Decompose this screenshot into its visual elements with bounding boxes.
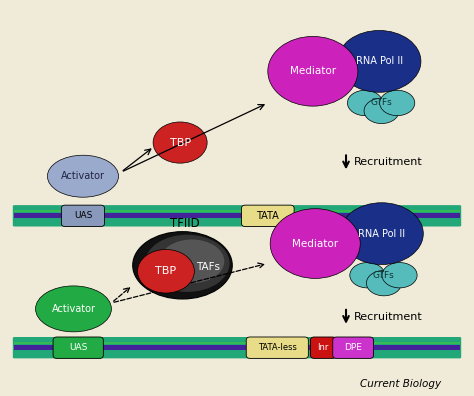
Bar [14,345,460,350]
Ellipse shape [145,235,229,292]
Ellipse shape [382,263,417,288]
Ellipse shape [347,90,383,116]
FancyBboxPatch shape [310,337,336,358]
Text: Inr: Inr [318,343,329,352]
Text: TATA-less: TATA-less [258,343,297,352]
Text: TBP: TBP [155,266,176,276]
Ellipse shape [153,122,207,163]
FancyBboxPatch shape [13,337,461,358]
Ellipse shape [380,90,415,116]
Ellipse shape [270,209,360,278]
Bar [14,213,460,218]
Ellipse shape [364,98,399,124]
Text: RNA Pol II: RNA Pol II [358,228,405,239]
Ellipse shape [137,249,194,293]
Ellipse shape [350,263,385,288]
FancyBboxPatch shape [61,205,104,227]
Text: GTFs: GTFs [370,99,392,107]
FancyBboxPatch shape [246,337,308,358]
FancyBboxPatch shape [13,205,461,227]
Bar [14,210,460,212]
Text: TATA: TATA [256,211,279,221]
Text: Recruitment: Recruitment [354,312,423,322]
Text: UAS: UAS [69,343,87,352]
Text: Activator: Activator [61,171,105,181]
Text: Current Biology: Current Biology [360,379,441,389]
Text: TAFs: TAFs [197,262,220,272]
Text: UAS: UAS [74,211,92,220]
Ellipse shape [133,232,232,299]
Text: Mediator: Mediator [292,238,338,249]
FancyBboxPatch shape [241,205,294,227]
Text: Recruitment: Recruitment [354,157,423,168]
Text: DPE: DPE [344,343,362,352]
Ellipse shape [36,286,111,332]
Ellipse shape [337,30,421,92]
Ellipse shape [268,36,358,106]
Ellipse shape [160,240,224,283]
Text: TFIID: TFIID [170,217,200,230]
Bar [14,342,460,344]
Text: TBP: TBP [170,137,191,148]
Text: GTFs: GTFs [373,271,394,280]
FancyBboxPatch shape [333,337,374,358]
Text: Activator: Activator [52,304,95,314]
Ellipse shape [340,203,423,265]
Ellipse shape [47,155,118,197]
FancyBboxPatch shape [53,337,103,358]
Ellipse shape [366,270,401,296]
Text: Mediator: Mediator [290,66,336,76]
Text: RNA Pol II: RNA Pol II [356,56,403,67]
